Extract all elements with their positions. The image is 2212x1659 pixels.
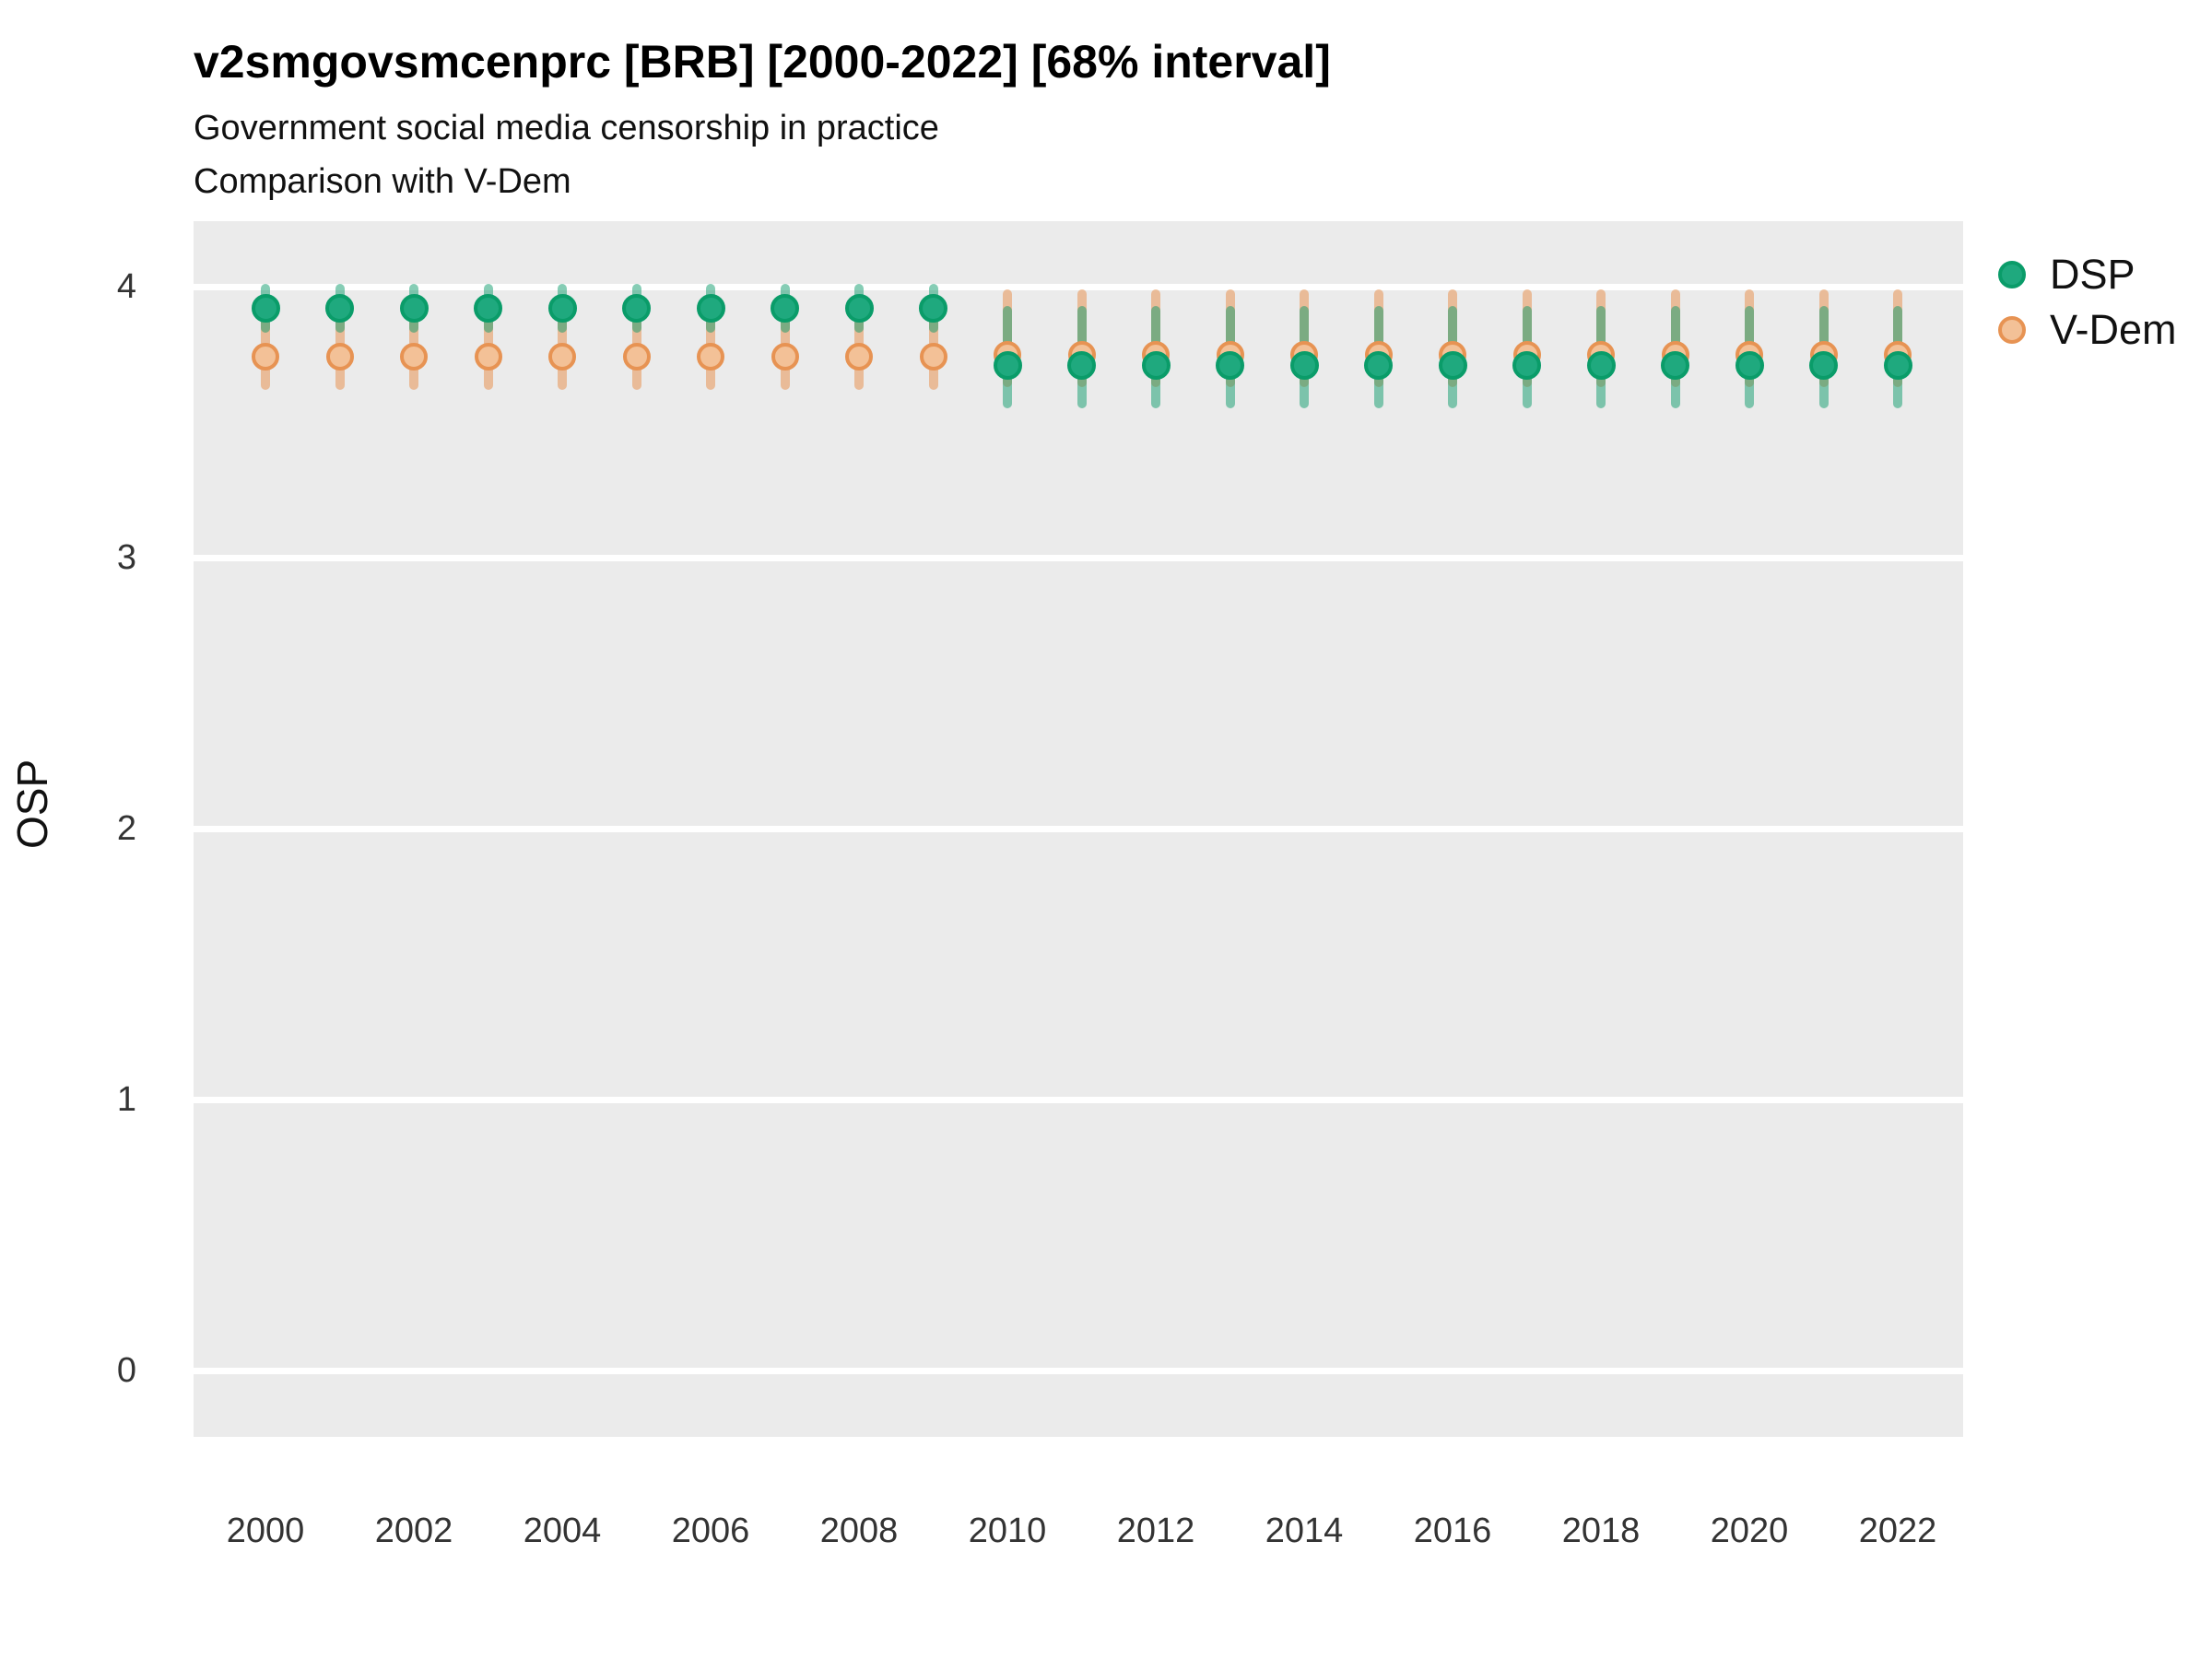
point-dsp xyxy=(696,294,725,324)
x-tick-label: 2018 xyxy=(1561,1512,1641,1550)
x-tick-label: 2008 xyxy=(819,1512,899,1550)
point-dsp xyxy=(1735,350,1764,380)
legend: DSP V-Dem xyxy=(1987,247,2177,358)
x-tick-label: 2002 xyxy=(374,1512,453,1550)
y-tick-label: 3 xyxy=(116,538,136,577)
dsp-legend-dot-icon xyxy=(1998,261,2026,288)
legend-label-vdem: V-Dem xyxy=(2050,306,2177,353)
x-tick-label: 2020 xyxy=(1710,1512,1789,1550)
gridline-y-4 xyxy=(194,283,1963,290)
point-dsp xyxy=(919,294,947,324)
point-vdem xyxy=(548,343,576,371)
point-dsp xyxy=(1067,350,1096,380)
chart-subtitle-comparison: Comparison with V-Dem xyxy=(194,162,571,201)
point-vdem xyxy=(400,343,428,371)
point-dsp xyxy=(1809,350,1838,380)
gridline-y-0 xyxy=(194,1367,1963,1374)
gridline-y-2 xyxy=(194,825,1963,832)
y-tick-label: 0 xyxy=(116,1351,136,1390)
point-dsp xyxy=(325,294,354,324)
point-dsp xyxy=(1512,350,1541,380)
vdem-legend-dot-icon xyxy=(1998,316,2026,344)
point-dsp xyxy=(1141,350,1171,380)
point-dsp xyxy=(1289,350,1319,380)
point-dsp xyxy=(993,350,1022,380)
point-dsp xyxy=(1438,350,1467,380)
point-dsp xyxy=(622,294,651,324)
legend-item-vdem: V-Dem xyxy=(1987,302,2177,358)
point-dsp xyxy=(1364,350,1393,380)
point-vdem xyxy=(252,343,279,371)
x-tick-label: 2000 xyxy=(226,1512,305,1550)
y-tick-label: 1 xyxy=(116,1080,136,1119)
point-vdem xyxy=(771,343,799,371)
legend-item-dsp: DSP xyxy=(1987,247,2177,302)
chart-title: v2smgovsmcenprc [BRB] [2000-2022] [68% i… xyxy=(194,36,1331,88)
legend-label-dsp: DSP xyxy=(2050,251,2136,298)
point-dsp xyxy=(547,294,577,324)
point-vdem xyxy=(622,343,651,371)
point-dsp xyxy=(251,294,280,324)
point-vdem xyxy=(845,343,873,371)
gridline-y-1 xyxy=(194,1096,1963,1103)
point-vdem xyxy=(919,343,947,371)
x-tick-label: 2014 xyxy=(1265,1512,1344,1550)
chart-subtitle: Government social media censorship in pr… xyxy=(194,109,939,147)
point-vdem xyxy=(474,343,502,371)
point-dsp xyxy=(844,294,874,324)
x-tick-label: 2016 xyxy=(1413,1512,1492,1550)
point-dsp xyxy=(1883,350,1912,380)
point-dsp xyxy=(474,294,502,324)
point-dsp xyxy=(399,294,429,324)
point-dsp xyxy=(771,294,799,324)
y-tick-label: 2 xyxy=(116,809,136,848)
x-tick-label: 2022 xyxy=(1858,1512,1937,1550)
point-dsp xyxy=(1661,350,1689,380)
plot-panel xyxy=(194,221,1963,1437)
point-vdem xyxy=(697,343,724,371)
x-tick-label: 2012 xyxy=(1116,1512,1195,1550)
x-tick-label: 2004 xyxy=(523,1512,602,1550)
y-tick-label: 4 xyxy=(116,267,136,306)
point-dsp xyxy=(1586,350,1616,380)
point-dsp xyxy=(1216,350,1244,380)
x-tick-label: 2010 xyxy=(968,1512,1047,1550)
point-vdem xyxy=(325,343,354,371)
x-tick-label: 2006 xyxy=(671,1512,750,1550)
gridline-y-3 xyxy=(194,554,1963,561)
